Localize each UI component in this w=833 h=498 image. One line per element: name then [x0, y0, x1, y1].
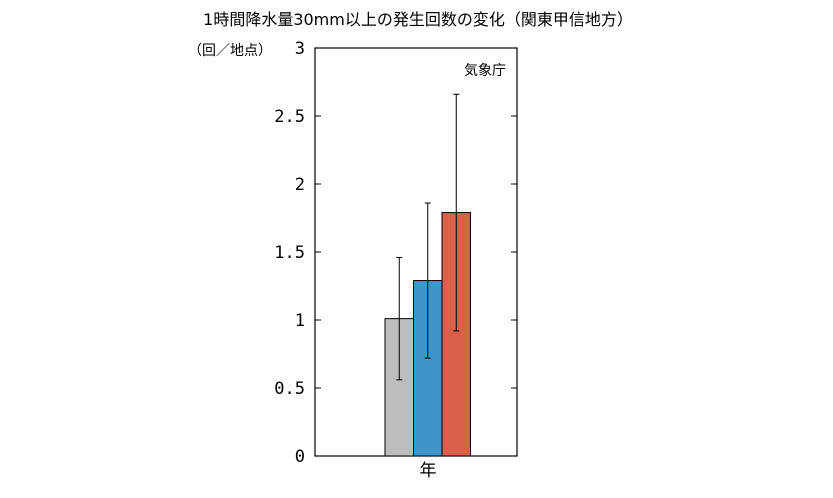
error-bar-group — [396, 93, 460, 381]
y-tick-label: 2.5 — [274, 107, 305, 127]
y-tick-label: 2 — [295, 175, 305, 195]
y-tick-label: 0.5 — [274, 379, 305, 399]
y-tick-label: 1.5 — [274, 243, 305, 263]
chart-title: 1時間降水量30mm以上の発生回数の変化（関東甲信地方） — [203, 10, 633, 29]
y-axis: 0 0.5 1 1.5 2 2.5 3 — [274, 39, 517, 467]
y-tick-label: 1 — [295, 311, 305, 331]
y-tick-label: 3 — [295, 39, 305, 59]
source-credit: 気象庁 — [464, 63, 506, 79]
x-category-label: 年 — [420, 461, 437, 481]
y-axis-unit-label: （回／地点） — [188, 43, 272, 59]
y-tick-label: 0 — [295, 447, 305, 467]
